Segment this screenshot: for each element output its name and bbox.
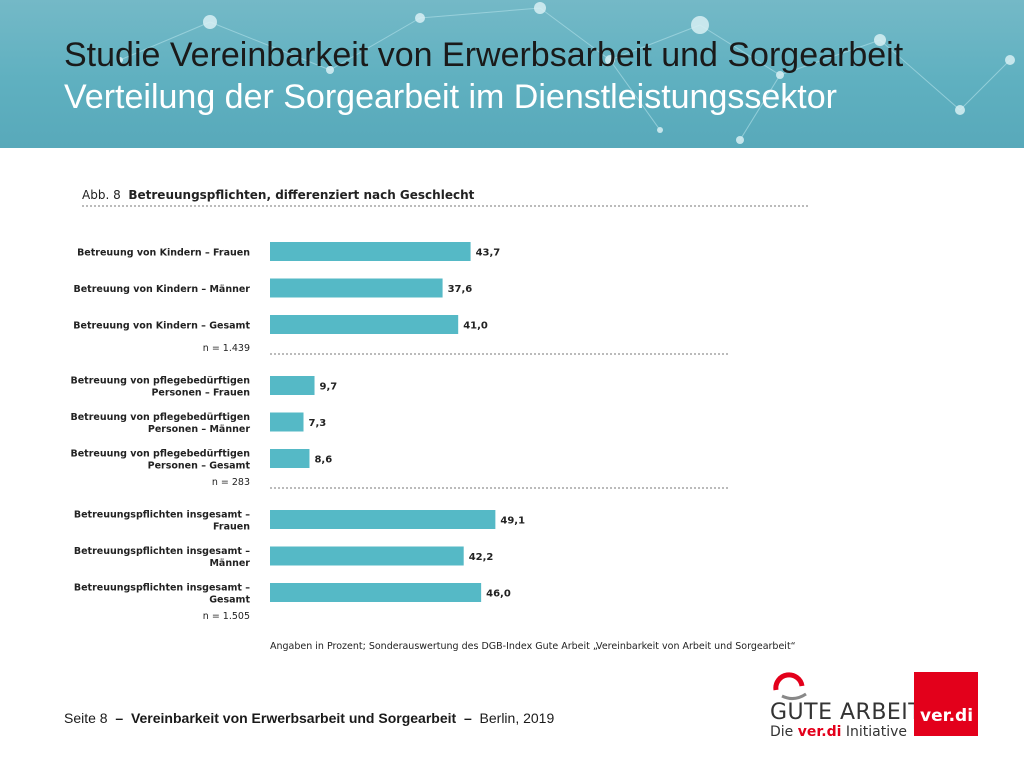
sample-size-label: n = 1.505 — [203, 611, 250, 622]
footer-page: Seite 8 — [64, 710, 108, 726]
category-label: Betreuung von pflegebedürftigen — [71, 449, 251, 460]
bar-value-label: 8,6 — [314, 455, 332, 466]
category-label: Betreuungspflichten insgesamt – — [74, 546, 250, 557]
category-label: Betreuung von pflegebedürftigen — [71, 376, 251, 387]
category-label: Frauen — [213, 522, 250, 533]
gute-arbeit-sub-brand: ver.di — [797, 724, 842, 740]
footer-place-year: Berlin, 2019 — [479, 710, 555, 726]
figure-caption: Abb. 8 Betreuungspflichten, differenzier… — [82, 188, 474, 202]
bar-value-label: 42,2 — [469, 552, 494, 563]
header-banner: Studie Vereinbarkeit von Erwerbsarbeit u… — [0, 0, 1024, 148]
verdi-logo: ver.di — [914, 672, 978, 736]
bar — [270, 242, 471, 261]
slide-title: Studie Vereinbarkeit von Erwerbsarbeit u… — [64, 36, 904, 74]
bar-value-label: 37,6 — [448, 284, 473, 295]
category-label: Personen – Männer — [148, 424, 250, 435]
footer: Seite 8 – Vereinbarkeit von Erwerbsarbei… — [64, 710, 554, 726]
bar — [270, 449, 310, 468]
gute-arbeit-subline: Die ver.di Initiative — [770, 724, 907, 740]
footer-dash-1: – — [115, 710, 124, 726]
bar — [270, 546, 464, 566]
source-note: Angaben in Prozent; Sonderauswertung des… — [270, 641, 796, 652]
category-label: Betreuung von Kindern – Frauen — [77, 248, 250, 259]
bar — [270, 376, 315, 395]
network-background-graphic — [117, 2, 1015, 144]
category-label: Personen – Frauen — [151, 388, 250, 399]
bar — [270, 412, 304, 432]
footer-dash-2: – — [463, 710, 472, 726]
verdi-wordmark: ver.di — [920, 706, 974, 726]
category-label: Personen – Gesamt — [148, 461, 251, 472]
slide-subtitle: Verteilung der Sorgearbeit im Dienstleis… — [64, 78, 837, 116]
bar-value-label: 49,1 — [500, 516, 525, 527]
category-label: Männer — [209, 558, 250, 569]
figure-title: Betreuungspflichten, differenziert nach … — [128, 188, 475, 202]
figure-number: Abb. 8 — [82, 188, 121, 202]
gute-arbeit-sub-prefix: Die — [770, 724, 794, 740]
category-label: Betreuungspflichten insgesamt – — [74, 510, 250, 521]
category-label: Betreuung von Kindern – Gesamt — [73, 321, 250, 332]
sample-size-label: n = 1.439 — [203, 343, 250, 354]
gute-arbeit-sub-suffix: Initiative — [845, 724, 908, 740]
bar — [270, 315, 459, 334]
bar-value-label: 43,7 — [476, 248, 501, 259]
footer-study-title: Vereinbarkeit von Erwerbsarbeit und Sorg… — [130, 710, 457, 726]
bar — [270, 583, 482, 602]
gute-arbeit-emblem-icon — [773, 672, 807, 701]
bar-value-label: 46,0 — [486, 589, 511, 600]
category-label: Betreuung von pflegebedürftigen — [71, 412, 251, 423]
sample-size-label: n = 283 — [212, 477, 250, 488]
bar — [270, 510, 496, 529]
gute-arbeit-wordmark: GUTE ARBEIT — [770, 700, 923, 725]
bar-value-label: 9,7 — [320, 382, 338, 393]
category-label: Gesamt — [209, 595, 250, 606]
category-label: Betreuung von Kindern – Männer — [74, 284, 251, 295]
bar — [270, 278, 443, 298]
bar-value-label: 41,0 — [463, 321, 488, 332]
bar-value-label: 7,3 — [309, 418, 327, 429]
category-label: Betreuungspflichten insgesamt – — [74, 583, 250, 594]
gute-arbeit-logo: GUTE ARBEIT Die ver.di Initiative — [760, 672, 922, 742]
